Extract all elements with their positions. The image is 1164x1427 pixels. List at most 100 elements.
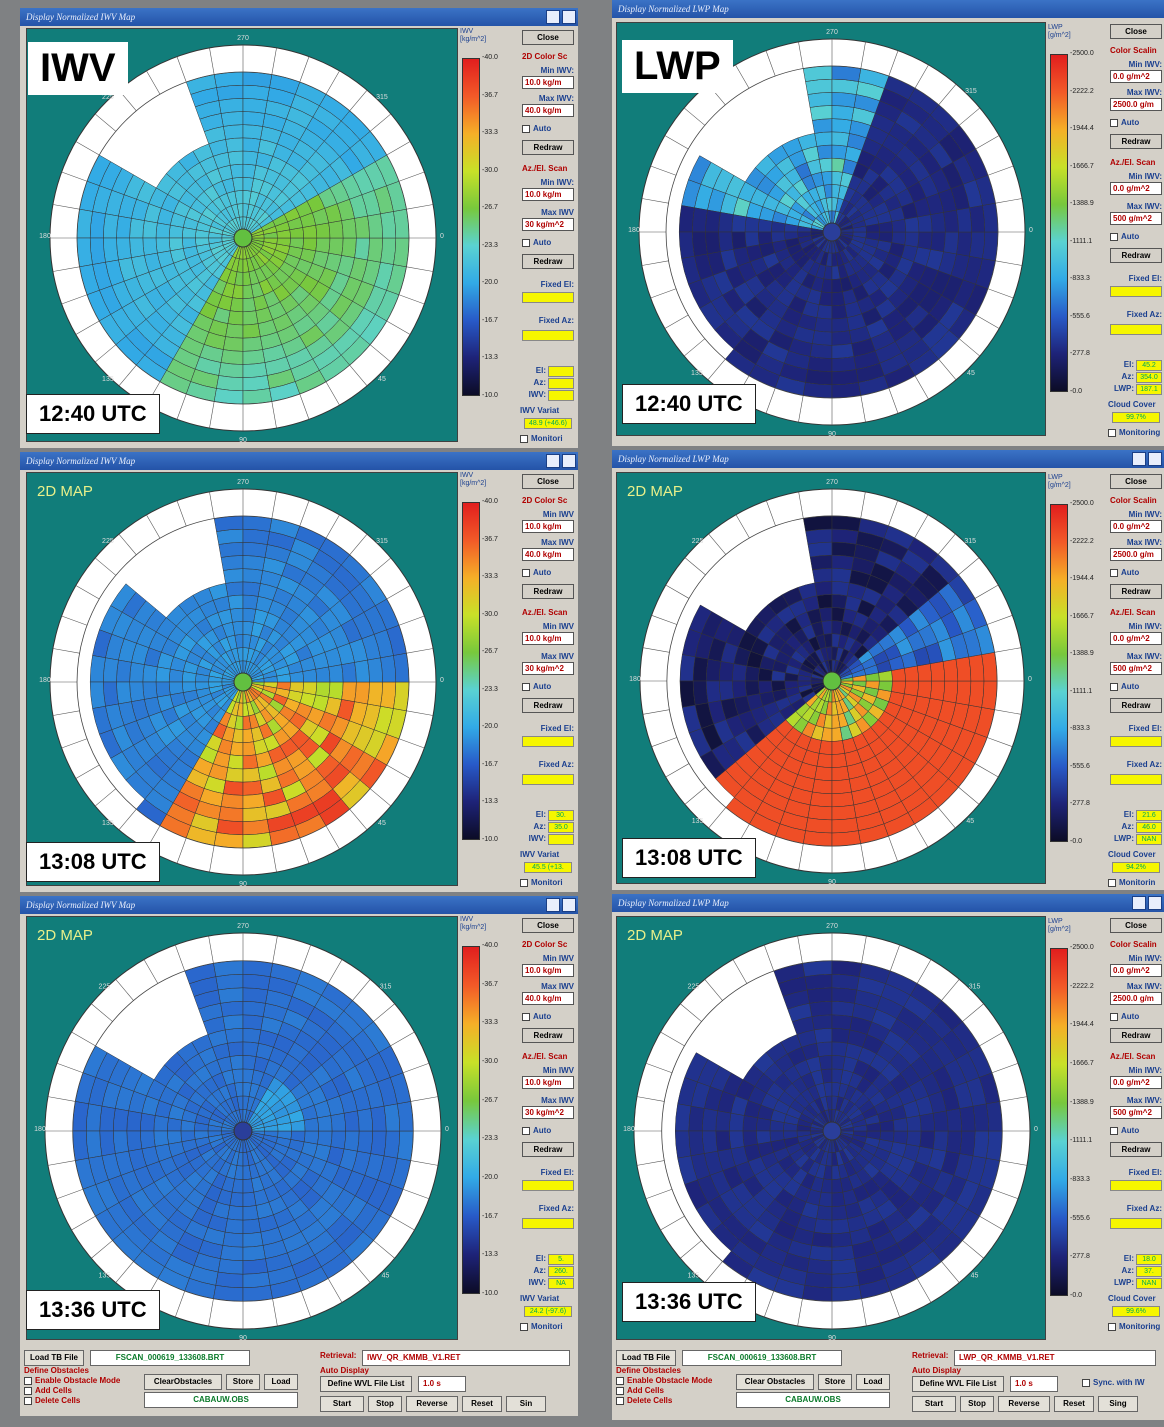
map-cell[interactable] [809,1001,833,1017]
map-cell[interactable] [227,594,244,610]
map-cell[interactable] [116,681,132,705]
map-cell[interactable] [126,1110,143,1132]
map-cell[interactable] [328,664,344,683]
map-cell[interactable] [932,1130,949,1152]
map-cell[interactable] [807,356,833,372]
map-cell[interactable] [328,237,344,256]
redraw-button[interactable]: Redraw [522,584,574,599]
map-cell[interactable] [802,1285,833,1302]
map-cell[interactable] [758,667,773,682]
map-cell[interactable] [831,791,855,808]
map-cell[interactable] [802,382,833,399]
map-cell[interactable] [813,1028,833,1044]
load-button[interactable]: Load [264,1374,298,1390]
map-cell[interactable] [242,362,268,378]
map-cell[interactable] [222,1231,244,1248]
map-cell[interactable] [242,594,259,610]
map-cell[interactable] [986,1101,1003,1132]
map-cell[interactable] [731,214,747,233]
checkbox-icon[interactable] [1082,1378,1090,1387]
map-cell[interactable] [831,960,862,977]
map-cell[interactable] [831,131,850,147]
map-cell[interactable] [968,680,985,708]
fixed-el-field[interactable] [522,1180,574,1191]
map-cell[interactable] [805,78,833,95]
map-cell[interactable] [818,291,833,307]
map-cell[interactable] [142,664,158,683]
map-cell[interactable] [906,1115,922,1132]
checkbox-icon[interactable] [1110,232,1118,241]
map-cell[interactable] [76,208,93,239]
map-cell[interactable] [742,1115,758,1132]
map-cell[interactable] [816,1041,833,1057]
map-cell[interactable] [692,231,708,257]
map-cell[interactable] [218,542,244,558]
max2-input[interactable]: 500 g/m^2 [1110,212,1162,225]
map-cell[interactable] [242,528,270,545]
map-cell[interactable] [831,1028,851,1044]
map-cell[interactable] [831,830,861,847]
map-cell[interactable] [383,1130,401,1159]
map-cell[interactable] [831,778,852,794]
map-cell[interactable] [831,1231,853,1248]
map-cell[interactable] [315,237,331,254]
map-cell[interactable] [129,681,145,702]
map-cell[interactable] [943,231,959,255]
checkbox-icon[interactable] [24,1396,32,1405]
checkbox-icon[interactable] [522,1126,530,1135]
map-cell[interactable] [341,218,357,239]
map-cell[interactable] [330,1112,346,1132]
stop-button[interactable]: Stop [368,1396,402,1412]
map-cell[interactable] [956,207,972,233]
map-cell[interactable] [831,607,846,622]
map-cell[interactable] [806,1258,833,1275]
map-cell[interactable] [816,304,833,320]
map-cell[interactable] [732,663,748,682]
map-cell[interactable] [343,1110,360,1132]
map-cell[interactable] [220,349,244,365]
fixed-el-field[interactable] [1110,1180,1162,1191]
map-cell[interactable] [315,681,331,698]
map-cell[interactable] [891,680,906,695]
map-cell[interactable] [688,1130,705,1157]
auto2-checkbox[interactable]: Auto [522,1126,574,1135]
checkbox-icon[interactable] [1110,1126,1118,1135]
map-cell[interactable] [393,652,410,683]
redraw2-button[interactable]: Redraw [522,254,574,269]
auto-checkbox[interactable]: Auto [522,1012,574,1021]
map-cell[interactable] [242,98,268,114]
map-cell[interactable] [220,1245,244,1261]
map-cell[interactable] [831,1285,862,1302]
map-cell[interactable] [731,231,747,250]
map-cell[interactable] [692,680,709,706]
map-cell[interactable] [702,1130,718,1154]
map-cell[interactable] [715,1130,732,1152]
redraw2-button[interactable]: Redraw [522,698,574,713]
map-cell[interactable] [745,680,760,697]
map-cell[interactable] [812,778,833,794]
map-cell[interactable] [229,297,244,313]
map-cell[interactable] [242,137,261,153]
map-cell[interactable] [302,237,318,252]
map-cell[interactable] [816,594,833,609]
map-cell[interactable] [831,1055,846,1071]
map-cell[interactable] [242,754,259,770]
map-cell[interactable] [140,1112,156,1132]
map-cell[interactable] [242,581,261,597]
map-cell[interactable] [956,231,972,257]
map-cell[interactable] [831,304,848,320]
map-cell[interactable] [906,1130,922,1147]
checkbox-icon[interactable] [24,1386,32,1395]
map-cell[interactable] [831,343,855,359]
map-cell[interactable] [126,1130,143,1152]
map-cell[interactable] [955,680,972,706]
map-cell[interactable] [831,382,862,399]
auto2-checkbox[interactable]: Auto [522,682,574,691]
map-cell[interactable] [220,793,244,809]
map-cell[interactable] [227,150,244,166]
map-cell[interactable] [72,1101,89,1132]
map-cell[interactable] [99,1105,116,1132]
map-cell[interactable] [972,1130,990,1159]
map-cell[interactable] [831,973,860,991]
map-cell[interactable] [705,231,721,255]
